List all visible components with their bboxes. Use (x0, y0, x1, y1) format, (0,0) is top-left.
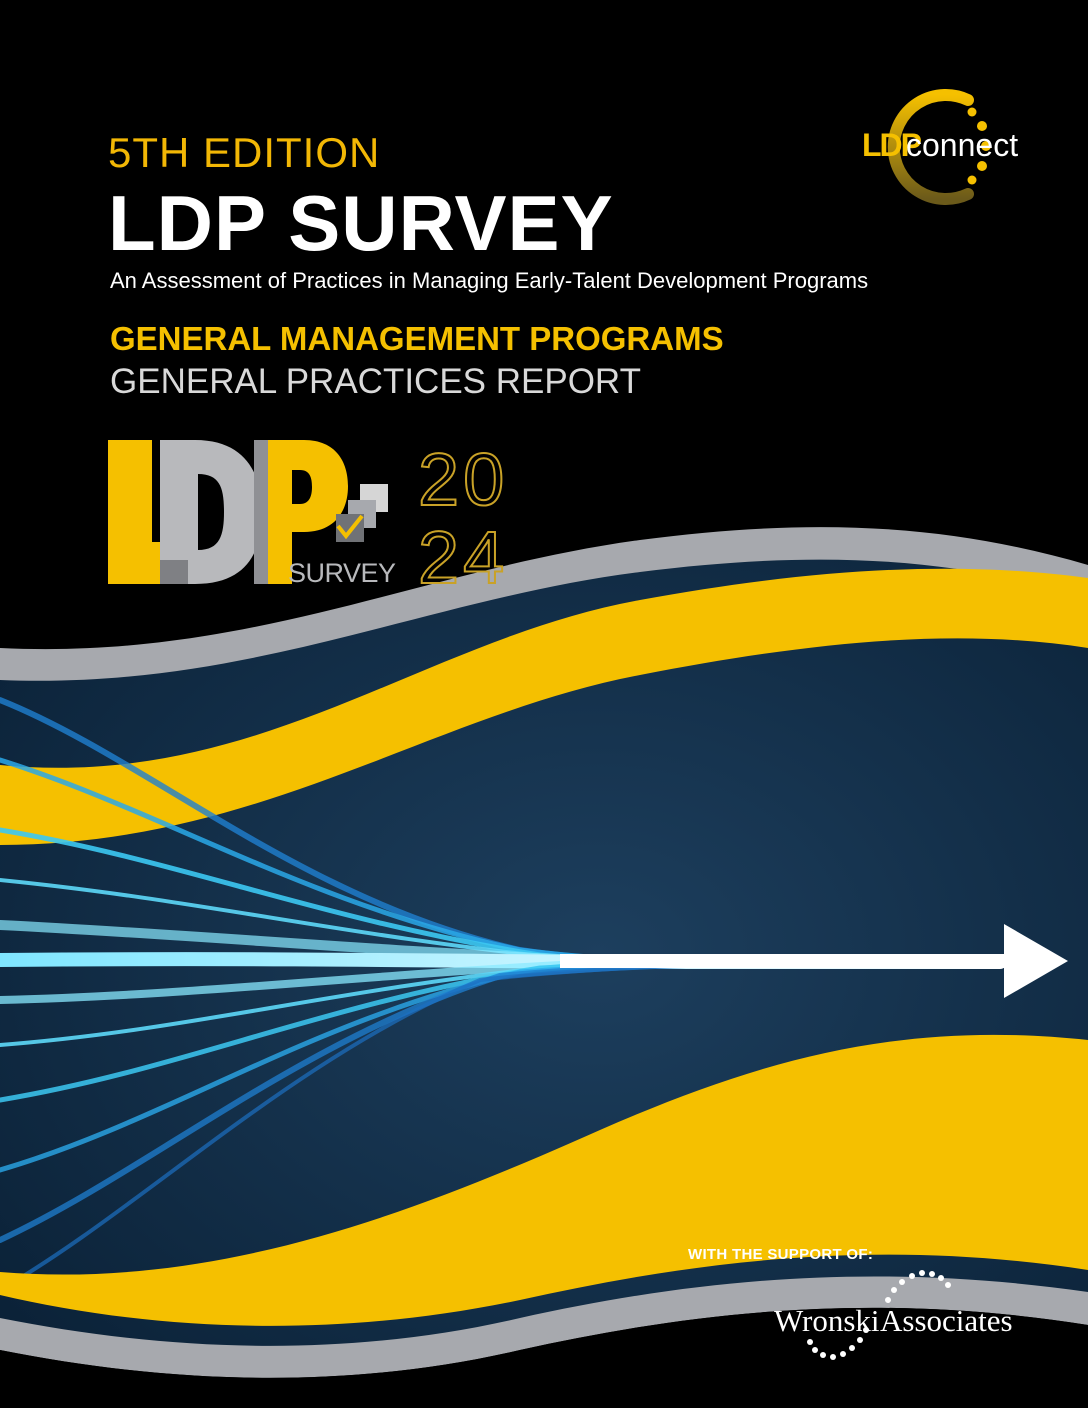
logo-dot-arc (807, 1270, 951, 1360)
partner-name-right: Associates (880, 1303, 1013, 1338)
top-yellow-wave (0, 568, 1088, 845)
partner-name-left: Wronski (774, 1303, 880, 1338)
report-type: GENERAL PRACTICES REPORT (110, 362, 641, 401)
arrow-icon (560, 924, 1068, 998)
ldpconnect-letters: LDP (862, 127, 922, 163)
report-title: LDP SURVEY (108, 179, 614, 267)
support-label: WITH THE SUPPORT OF: (688, 1246, 874, 1263)
report-subtitle: An Assessment of Practices in Managing E… (110, 268, 869, 293)
bottom-yellow-wave (0, 1034, 1088, 1326)
ldpconnect-ring-icon (887, 89, 974, 205)
survey-word: SURVEY (288, 558, 396, 588)
ldpconnect-word: connect (906, 127, 1018, 163)
year-bottom: 24 (418, 516, 508, 599)
top-gray-wave (0, 527, 1088, 681)
checkbox-stack-icon (336, 484, 388, 542)
edition-label: 5TH EDITION (108, 129, 381, 176)
year-top: 20 (418, 438, 508, 521)
ring-dots (967, 107, 991, 185)
bottom-gray-wave (0, 1276, 1088, 1378)
program-heading: GENERAL MANAGEMENT PROGRAMS (110, 320, 724, 357)
bottom-black (0, 1307, 1088, 1408)
